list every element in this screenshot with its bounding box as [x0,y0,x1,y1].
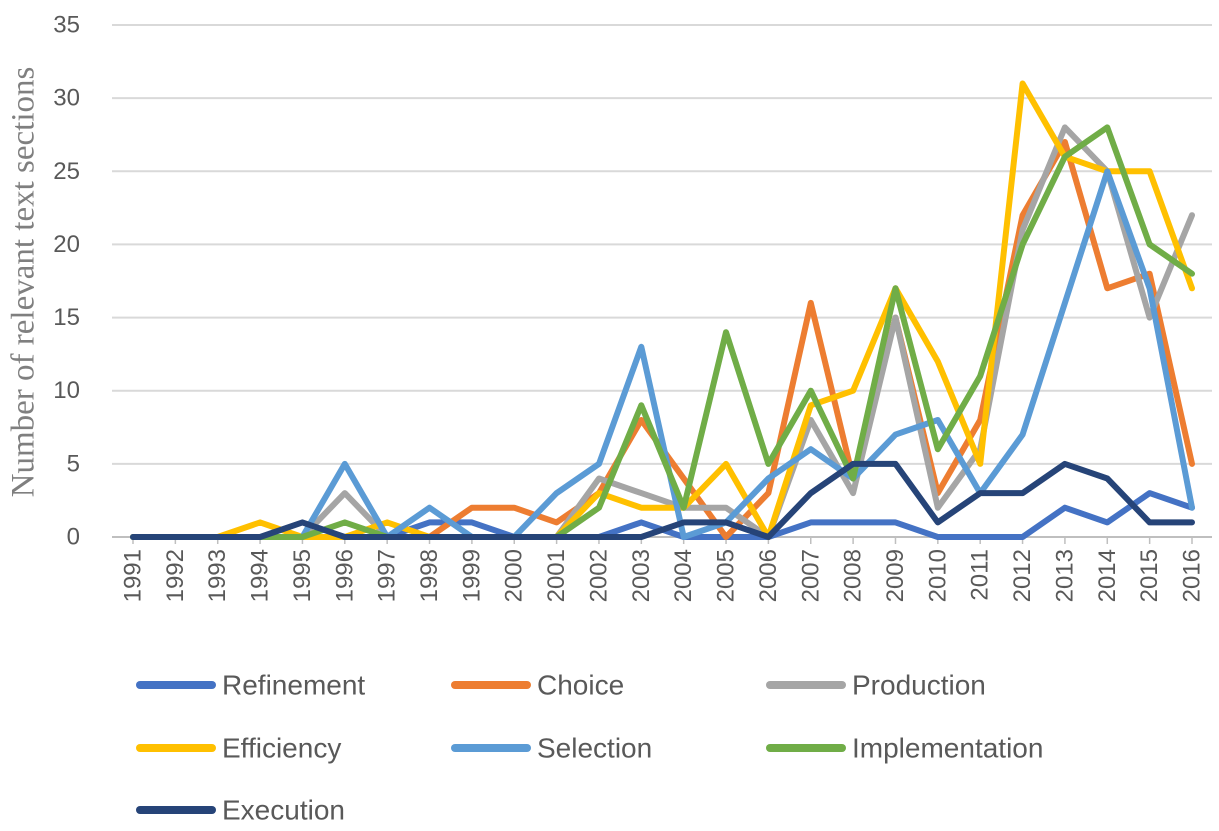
legend-label: Choice [537,670,624,701]
y-tick-label: 30 [53,85,80,112]
x-tick-label: 2003 [628,549,655,602]
y-tick-label: 35 [53,12,80,39]
x-axis-ticks: 1991 1992 1993 1994 1995 1996 1997 1998 1999 2000… [120,537,1206,602]
series-line-efficiency [130,80,1195,540]
x-tick-label: 2006 [755,549,782,602]
series-line-production [130,124,1195,540]
legend-label: Refinement [222,670,365,701]
x-tick-label: 1995 [289,549,316,602]
x-tick-label: 1991 [120,549,147,602]
x-tick-label: 1992 [162,549,189,602]
x-tick-label: 2014 [1094,549,1121,602]
x-tick-label: 2011 [967,549,994,601]
legend-item: Choice [451,670,624,701]
x-tick-label: 1997 [374,549,401,602]
x-tick-label: 2001 [543,549,570,602]
x-tick-label: 2016 [1179,549,1206,602]
y-tick-label: 25 [53,158,80,185]
legend-label: Implementation [852,733,1043,764]
legend-label: Production [852,670,986,701]
x-tick-label: 2002 [585,549,612,602]
legend: Refinement Choice Production Efficiency Sele… [136,670,1043,826]
x-tick-label: 2007 [797,549,824,602]
x-tick-label: 2005 [713,549,740,602]
series-line-implementation [130,124,1195,540]
legend-item: Refinement [136,670,365,701]
legend-item: Execution [136,795,345,826]
x-tick-label: 2004 [670,549,697,602]
x-tick-label: 2013 [1051,549,1078,602]
legend-label: Efficiency [222,733,341,764]
x-tick-label: 2010 [924,549,951,602]
x-tick-label: 2008 [840,549,867,602]
x-tick-label: 1999 [458,549,485,602]
y-tick-label: 20 [53,231,80,258]
series-lines [130,80,1195,540]
legend-label: Execution [222,795,345,826]
legend-item: Production [766,670,986,701]
series-line-execution [130,460,1195,540]
legend-item: Implementation [766,733,1043,764]
x-tick-label: 1994 [247,549,274,602]
x-tick-label: 2012 [1009,549,1036,602]
x-tick-label: 1993 [204,549,231,602]
y-axis-title: Number of relevant text sections [6,67,42,498]
x-tick-label: 1996 [331,549,358,602]
y-axis-ticks: 0 5 10 15 20 25 30 35 [53,12,80,551]
legend-label: Selection [537,733,652,764]
legend-item: Efficiency [136,733,341,764]
x-tick-label: 1998 [416,549,443,602]
y-tick-label: 15 [53,304,80,331]
x-tick-label: 2015 [1136,549,1163,602]
y-tick-label: 5 [67,450,80,477]
legend-item: Selection [451,733,652,764]
gridlines [112,24,1212,538]
x-tick-label: 2009 [882,549,909,602]
y-tick-label: 0 [67,524,80,551]
x-tick-label: 2000 [501,549,528,602]
y-tick-label: 10 [53,377,80,404]
